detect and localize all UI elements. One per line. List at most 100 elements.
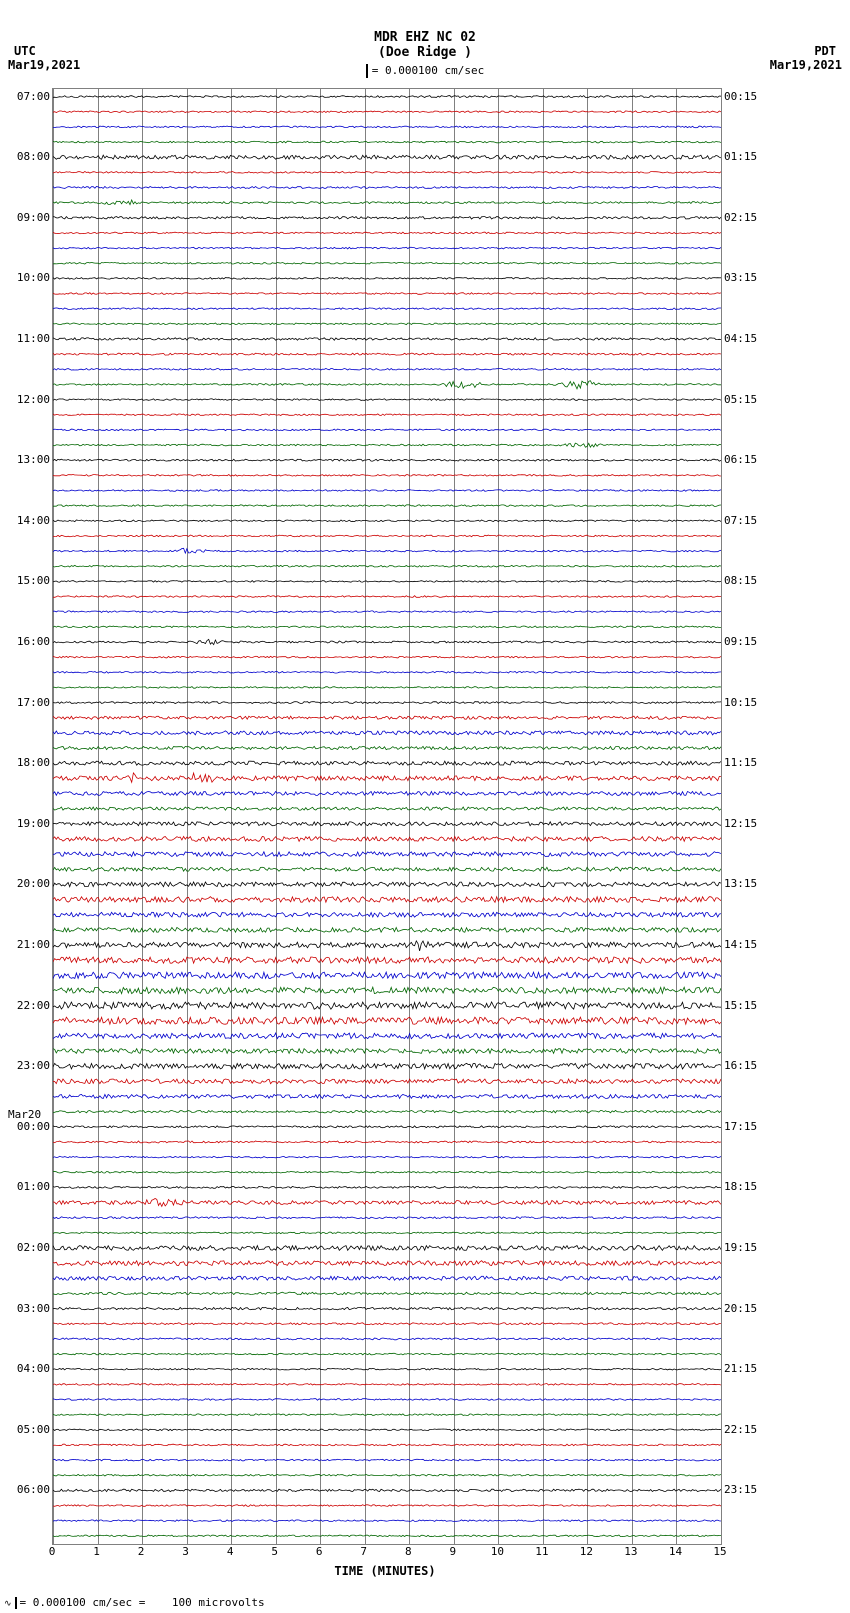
trace-line [53,459,721,461]
trace-line [53,746,721,749]
scale-text: = 0.000100 cm/sec [372,64,485,77]
x-tick-label: 9 [449,1545,456,1558]
trace-line [53,1292,721,1294]
local-hour-label: 04:15 [724,332,757,345]
local-hour-label: 20:15 [724,1302,757,1315]
local-hour-label: 10:15 [724,696,757,709]
trace-line [53,429,721,431]
trace-line [53,702,721,704]
pdt-date: Mar19,2021 [770,58,842,72]
local-hour-label: 12:15 [724,817,757,830]
local-hour-label: 07:15 [724,514,757,527]
trace-line [53,1474,721,1476]
trace-line [53,353,721,355]
local-hour-label: 22:15 [724,1423,757,1436]
trace-line [53,262,721,264]
trace-line [53,1232,721,1234]
trace-line [53,941,721,951]
trace-line [53,1338,721,1340]
trace-line [53,475,721,477]
trace-line [53,1368,721,1370]
trace-line [53,1126,721,1128]
utc-hour-label: 19:00 [8,817,50,830]
x-tick-label: 14 [669,1545,682,1558]
trace-line [53,1095,721,1099]
local-hour-label: 03:15 [724,271,757,284]
trace-line [53,141,721,143]
trace-line [53,1459,721,1461]
trace-line [53,443,721,447]
trace-line [53,414,721,416]
local-hour-label: 21:15 [724,1362,757,1375]
pdt-label: PDT [814,44,836,58]
x-tick-label: 10 [491,1545,504,1558]
utc-hour-label: 23:00 [8,1059,50,1072]
footer-scale: ∿= 0.000100 cm/sec = 100 microvolts [4,1596,265,1609]
trace-line [53,1246,721,1251]
utc-hour-label: 11:00 [8,332,50,345]
x-tick-label: 3 [182,1545,189,1558]
trace-line [53,1171,721,1173]
trace-line [53,200,721,205]
trace-line [53,278,721,280]
trace-line [53,1489,721,1491]
seismogram-container: MDR EHZ NC 02 (Doe Ridge ) = 0.000100 cm… [0,0,850,1613]
local-hour-label: 06:15 [724,453,757,466]
trace-line [53,897,721,903]
trace-line [53,535,721,537]
trace-line [53,716,721,719]
station-subtitle: (Doe Ridge ) [0,45,850,60]
trace-line [53,731,721,735]
x-tick-label: 4 [227,1545,234,1558]
trace-line [53,1141,721,1143]
date-break-label: Mar20 [8,1108,50,1121]
utc-hour-label: 15:00 [8,574,50,587]
station-title: MDR EHZ NC 02 [0,30,850,45]
utc-hour-label: 02:00 [8,1241,50,1254]
trace-line [53,672,721,674]
utc-hour-label: 08:00 [8,150,50,163]
trace-line [53,1414,721,1416]
utc-hour-label: 00:00 [8,1120,50,1133]
x-tick-label: 2 [138,1545,145,1558]
utc-hour-label: 03:00 [8,1302,50,1315]
trace-line [53,247,721,249]
x-tick-label: 13 [624,1545,637,1558]
trace-line [53,1156,721,1158]
trace-line [53,520,721,522]
local-hour-label: 15:15 [724,999,757,1012]
trace-line [53,232,721,234]
trace-line [53,912,721,917]
local-hour-label: 13:15 [724,877,757,890]
utc-hour-label: 16:00 [8,635,50,648]
trace-line [53,957,721,963]
trace-line [53,882,721,887]
trace-line [53,338,721,340]
trace-line [53,1276,721,1280]
trace-line [53,1063,721,1069]
trace-line [53,399,721,401]
trace-line [53,761,721,765]
trace-line [53,1261,721,1266]
trace-line [53,293,721,295]
trace-line [53,369,721,371]
trace-line [53,111,721,113]
utc-hour-label: 13:00 [8,453,50,466]
local-hour-label: 02:15 [724,211,757,224]
local-hour-label: 16:15 [724,1059,757,1072]
trace-line [53,1307,721,1309]
utc-hour-label: 20:00 [8,877,50,890]
utc-hour-label: 12:00 [8,393,50,406]
trace-line [53,626,721,628]
trace-line [53,596,721,598]
trace-line [53,852,721,857]
x-tick-label: 11 [535,1545,548,1558]
x-tick-label: 7 [360,1545,367,1558]
utc-hour-label: 21:00 [8,938,50,951]
trace-line [53,155,721,159]
trace-line [53,505,721,507]
utc-hour-label: 06:00 [8,1483,50,1496]
trace-line [53,1384,721,1386]
local-hour-label: 17:15 [724,1120,757,1133]
x-tick-label: 0 [49,1545,56,1558]
